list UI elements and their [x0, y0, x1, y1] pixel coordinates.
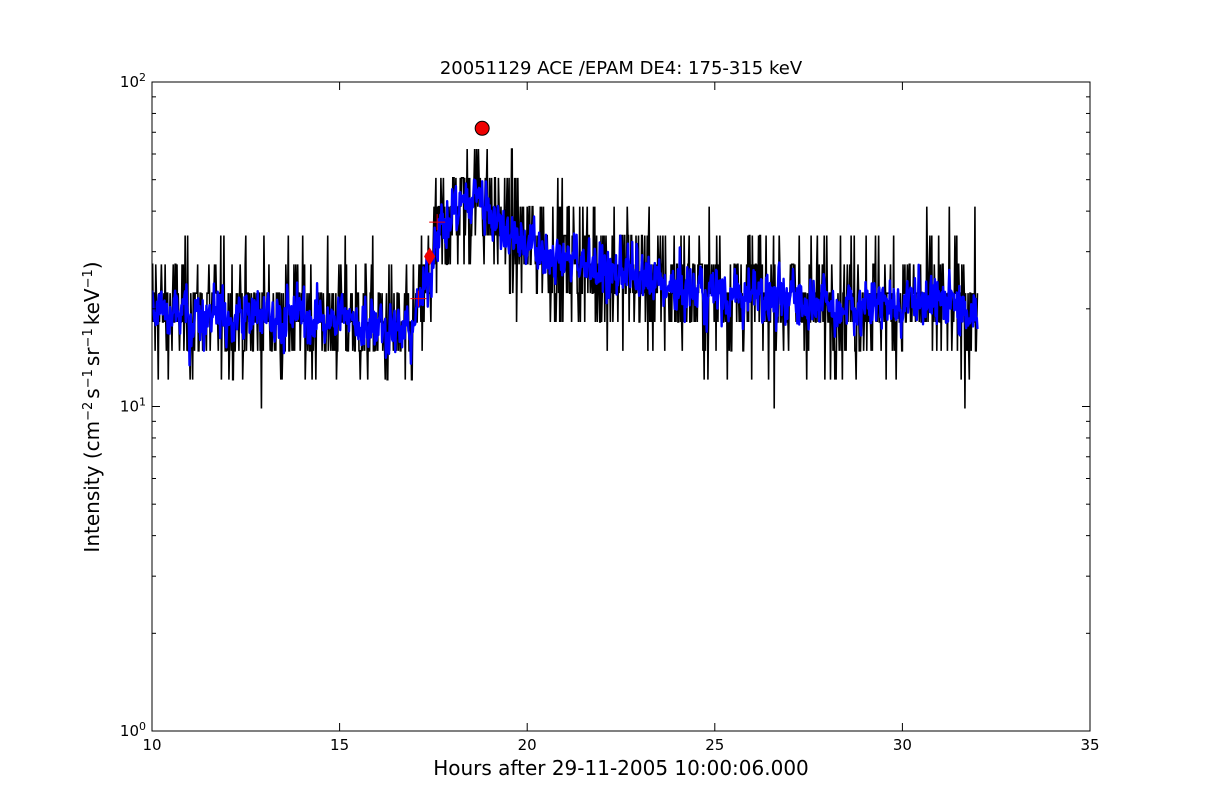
- marker-layer: [410, 120, 490, 307]
- series-layer: [152, 148, 979, 409]
- x-tick-label: 25: [705, 736, 724, 754]
- y-axis-label: Intensity (cm−2s−1sr−1keV−1): [80, 261, 104, 552]
- y-tick-label: 101: [120, 395, 146, 416]
- plus-marker: [410, 290, 427, 307]
- x-tick-label: 30: [893, 736, 912, 754]
- x-tick-label: 10: [142, 736, 161, 754]
- x-tick-label: 20: [518, 736, 537, 754]
- plus-marker: [429, 214, 446, 231]
- x-tick-label: 35: [1080, 736, 1099, 754]
- x-axis: 10 15 20 25 30 35: [142, 82, 1100, 754]
- y-axis: 100 101 102: [120, 71, 1090, 741]
- x-tick-label: 15: [330, 736, 349, 754]
- x-axis-label: Hours after 29-11-2005 10:00:06.000: [433, 756, 809, 780]
- plot-area: [152, 120, 979, 409]
- onset-marker: [424, 247, 436, 266]
- y-tick-label: 102: [120, 71, 146, 92]
- peak-marker: [474, 120, 490, 136]
- y-tick-label: 100: [120, 720, 146, 741]
- chart-title: 20051129 ACE /EPAM DE4: 175-315 keV: [440, 58, 803, 79]
- series-line-smoothed: [152, 178, 979, 367]
